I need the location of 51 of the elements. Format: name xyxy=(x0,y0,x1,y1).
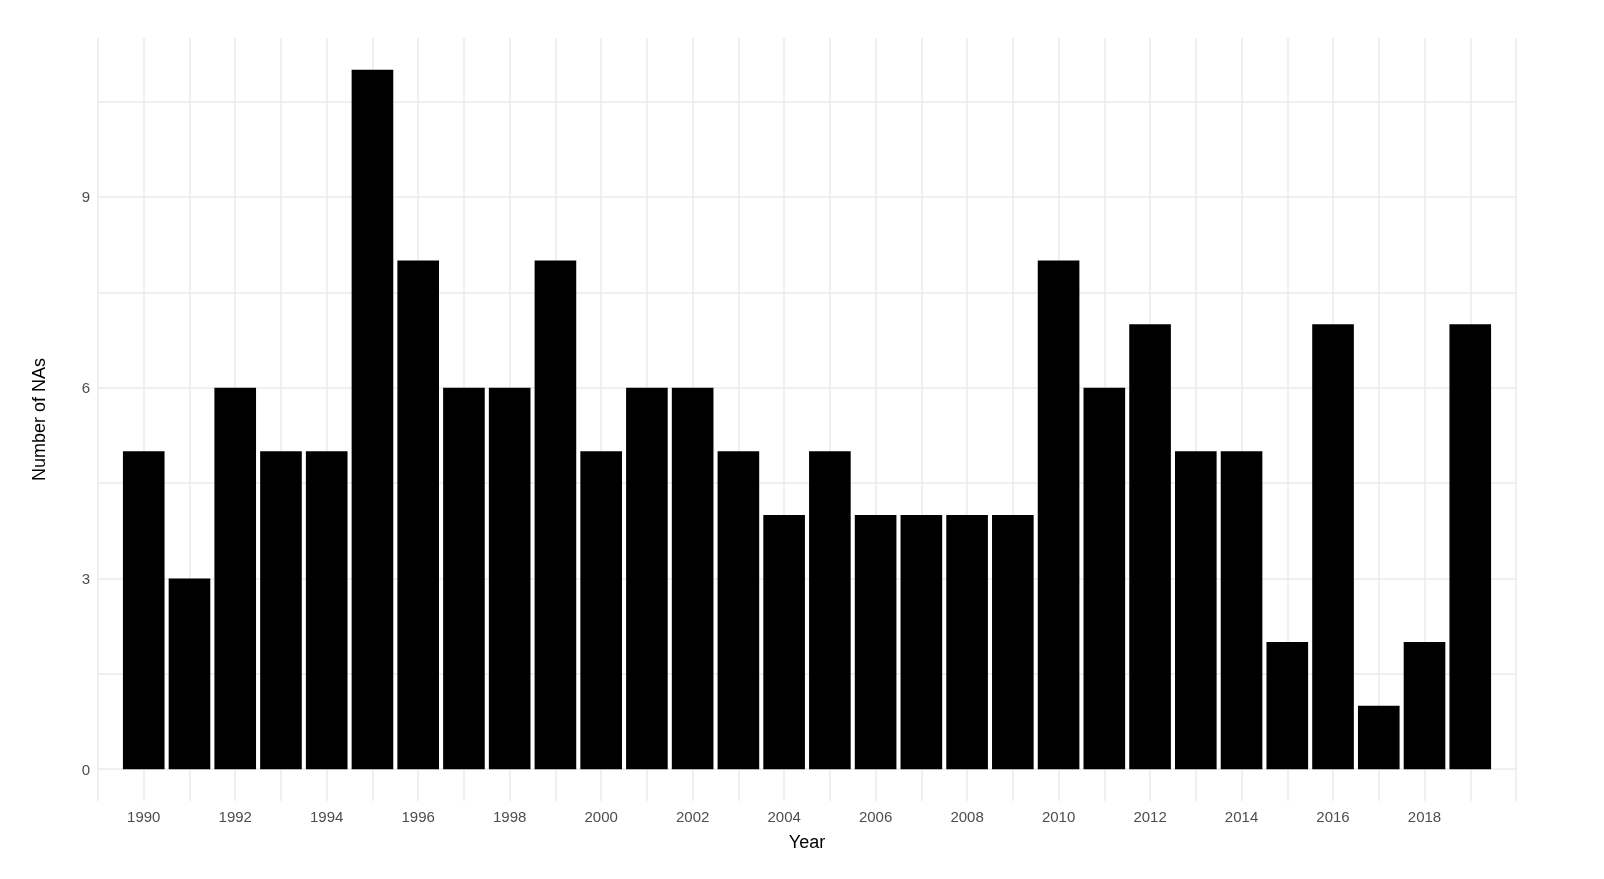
bar xyxy=(1083,387,1126,770)
bar xyxy=(122,451,165,770)
bar xyxy=(580,451,622,770)
bar xyxy=(946,514,988,770)
y-axis-title: Number of NAs xyxy=(29,357,49,482)
bar xyxy=(992,514,1034,770)
bar xyxy=(1449,324,1492,770)
y-tick-label: 9 xyxy=(81,188,90,206)
x-tick-label: 1998 xyxy=(492,808,527,825)
bar xyxy=(214,387,257,770)
bar xyxy=(305,451,348,770)
bar xyxy=(1403,642,1446,770)
x-tick-label: 1996 xyxy=(401,808,435,825)
x-tick-label: 2002 xyxy=(675,808,710,825)
y-tick-label: 3 xyxy=(81,569,90,587)
bar xyxy=(488,387,531,770)
bar xyxy=(397,260,440,770)
bar xyxy=(854,514,897,770)
bar xyxy=(260,451,302,770)
x-tick-label: 2004 xyxy=(767,808,801,825)
x-tick-label: 1994 xyxy=(310,808,344,825)
bar xyxy=(626,387,668,770)
bar xyxy=(1312,324,1354,770)
x-tick-label: 1990 xyxy=(127,808,161,825)
bar xyxy=(534,260,577,770)
x-tick-label: 2000 xyxy=(584,808,618,825)
bar xyxy=(1357,705,1400,770)
y-tick-label: 0 xyxy=(81,760,90,778)
bar xyxy=(717,451,760,770)
x-tick-label: 2008 xyxy=(950,808,984,825)
bar xyxy=(1220,451,1263,770)
bar xyxy=(1266,642,1309,770)
bar xyxy=(443,387,485,770)
x-axis-title: Year xyxy=(788,832,826,852)
x-tick-label: 2014 xyxy=(1224,808,1259,825)
y-tick-label: 6 xyxy=(81,379,90,397)
bar xyxy=(351,69,394,770)
bar xyxy=(1174,451,1217,770)
bar xyxy=(763,514,805,770)
x-tick-label: 2016 xyxy=(1316,808,1350,825)
bar xyxy=(809,451,851,770)
bar xyxy=(1037,260,1080,770)
bar xyxy=(168,578,211,770)
x-tick-label: 1992 xyxy=(218,808,252,825)
x-tick-label: 2010 xyxy=(1041,808,1076,825)
bar xyxy=(671,387,714,770)
x-tick-label: 2012 xyxy=(1133,808,1167,825)
x-tick-label: 2018 xyxy=(1407,808,1442,825)
x-tick-label: 2006 xyxy=(858,808,893,825)
bar xyxy=(1129,324,1171,770)
bar xyxy=(900,514,943,770)
